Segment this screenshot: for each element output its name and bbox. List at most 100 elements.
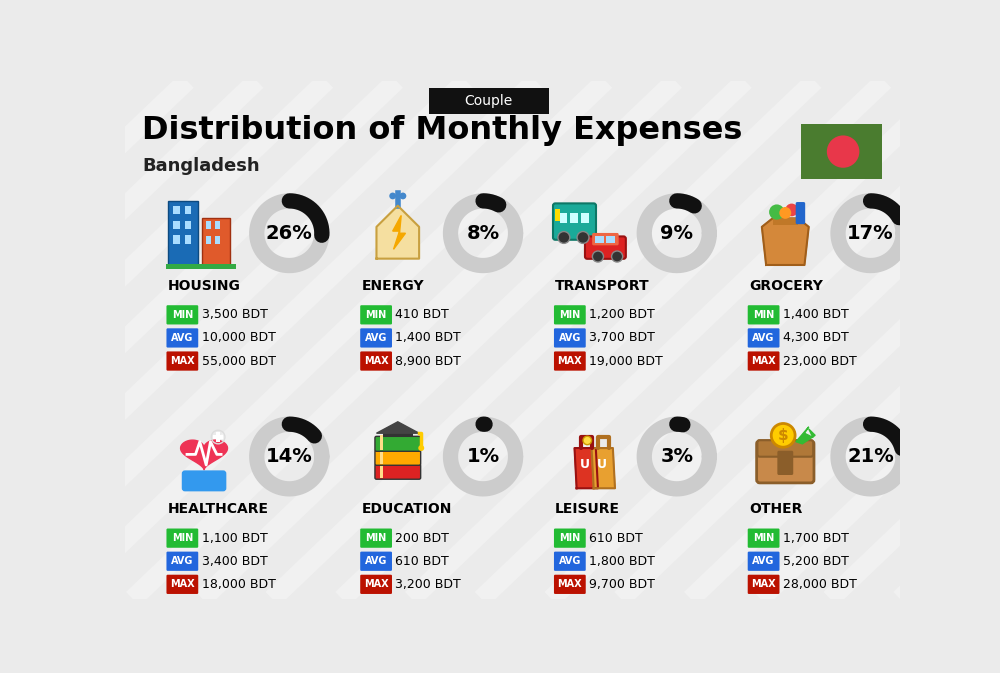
Text: 10,000 BDT: 10,000 BDT: [202, 331, 276, 345]
Text: 8,900 BDT: 8,900 BDT: [395, 355, 461, 367]
FancyBboxPatch shape: [757, 440, 813, 457]
FancyBboxPatch shape: [166, 552, 198, 571]
Text: Bangladesh: Bangladesh: [142, 157, 260, 175]
FancyBboxPatch shape: [748, 552, 779, 571]
FancyBboxPatch shape: [215, 236, 220, 244]
FancyBboxPatch shape: [554, 306, 586, 324]
FancyBboxPatch shape: [213, 435, 223, 439]
FancyBboxPatch shape: [581, 213, 589, 223]
Circle shape: [577, 232, 589, 244]
Text: 1,400 BDT: 1,400 BDT: [395, 331, 461, 345]
Text: 9,700 BDT: 9,700 BDT: [589, 578, 655, 591]
Text: AVG: AVG: [365, 333, 387, 343]
Text: MAX: MAX: [558, 579, 582, 590]
FancyBboxPatch shape: [166, 328, 198, 347]
FancyBboxPatch shape: [757, 441, 814, 483]
Text: 3,400 BDT: 3,400 BDT: [202, 555, 267, 568]
FancyBboxPatch shape: [206, 236, 211, 244]
Text: 200 BDT: 200 BDT: [395, 532, 449, 544]
FancyBboxPatch shape: [380, 435, 383, 450]
Text: 3%: 3%: [660, 447, 693, 466]
Circle shape: [592, 251, 603, 262]
Circle shape: [779, 207, 791, 219]
Polygon shape: [393, 215, 405, 249]
FancyBboxPatch shape: [375, 450, 421, 465]
Text: MIN: MIN: [365, 310, 387, 320]
FancyBboxPatch shape: [429, 88, 549, 114]
Text: MIN: MIN: [753, 310, 774, 320]
FancyBboxPatch shape: [554, 552, 586, 571]
FancyBboxPatch shape: [595, 236, 604, 242]
Text: U: U: [597, 458, 607, 472]
Text: 19,000 BDT: 19,000 BDT: [589, 355, 663, 367]
Text: AVG: AVG: [559, 333, 581, 343]
Text: 23,000 BDT: 23,000 BDT: [783, 355, 857, 367]
FancyBboxPatch shape: [554, 328, 586, 347]
FancyBboxPatch shape: [166, 351, 198, 371]
Circle shape: [558, 232, 570, 244]
FancyBboxPatch shape: [748, 328, 779, 347]
Text: MAX: MAX: [558, 356, 582, 366]
Text: Couple: Couple: [465, 94, 513, 108]
Text: ENERGY: ENERGY: [361, 279, 424, 293]
Polygon shape: [574, 448, 598, 489]
Text: MIN: MIN: [172, 533, 193, 543]
FancyBboxPatch shape: [801, 124, 882, 179]
Circle shape: [418, 445, 424, 451]
FancyBboxPatch shape: [168, 201, 198, 265]
FancyBboxPatch shape: [748, 575, 779, 594]
Text: MAX: MAX: [364, 579, 388, 590]
FancyBboxPatch shape: [360, 351, 392, 371]
FancyBboxPatch shape: [554, 528, 586, 548]
Text: MAX: MAX: [170, 579, 195, 590]
Polygon shape: [376, 422, 419, 433]
FancyBboxPatch shape: [185, 221, 191, 229]
FancyBboxPatch shape: [185, 206, 191, 214]
Circle shape: [771, 423, 795, 447]
Text: MIN: MIN: [559, 310, 580, 320]
FancyBboxPatch shape: [360, 328, 392, 347]
Text: MAX: MAX: [170, 356, 195, 366]
FancyBboxPatch shape: [202, 219, 230, 265]
FancyBboxPatch shape: [206, 221, 211, 229]
FancyBboxPatch shape: [748, 306, 779, 324]
Text: 1,400 BDT: 1,400 BDT: [783, 308, 849, 321]
FancyBboxPatch shape: [553, 203, 596, 240]
Text: AVG: AVG: [171, 557, 194, 566]
Text: 3,700 BDT: 3,700 BDT: [589, 331, 655, 345]
FancyBboxPatch shape: [360, 552, 392, 571]
Text: 9%: 9%: [660, 223, 693, 243]
Text: AVG: AVG: [559, 557, 581, 566]
FancyBboxPatch shape: [554, 575, 586, 594]
Text: MAX: MAX: [364, 356, 388, 366]
Text: 4,300 BDT: 4,300 BDT: [783, 331, 849, 345]
Text: 28,000 BDT: 28,000 BDT: [783, 578, 857, 591]
Text: 14%: 14%: [266, 447, 313, 466]
FancyBboxPatch shape: [748, 351, 779, 371]
FancyBboxPatch shape: [380, 449, 383, 464]
Circle shape: [769, 205, 784, 219]
Text: MAX: MAX: [751, 356, 776, 366]
Polygon shape: [376, 206, 419, 258]
Text: EDUCATION: EDUCATION: [361, 502, 452, 516]
Text: 1,700 BDT: 1,700 BDT: [783, 532, 849, 544]
Text: OTHER: OTHER: [749, 502, 802, 516]
Text: 26%: 26%: [266, 223, 313, 243]
Text: HOUSING: HOUSING: [168, 279, 240, 293]
Circle shape: [785, 203, 798, 216]
Text: 3,200 BDT: 3,200 BDT: [395, 578, 461, 591]
Text: AVG: AVG: [752, 333, 775, 343]
FancyBboxPatch shape: [555, 209, 560, 221]
FancyBboxPatch shape: [383, 430, 413, 437]
Text: 1,800 BDT: 1,800 BDT: [589, 555, 655, 568]
Text: MIN: MIN: [559, 533, 580, 543]
Polygon shape: [762, 219, 809, 265]
Text: 21%: 21%: [847, 447, 894, 466]
Text: TRANSPORT: TRANSPORT: [555, 279, 650, 293]
Text: $: $: [778, 428, 788, 443]
Text: MIN: MIN: [365, 533, 387, 543]
Text: 610 BDT: 610 BDT: [589, 532, 643, 544]
FancyBboxPatch shape: [166, 306, 198, 324]
FancyBboxPatch shape: [360, 575, 392, 594]
Text: Distribution of Monthly Expenses: Distribution of Monthly Expenses: [142, 115, 742, 146]
